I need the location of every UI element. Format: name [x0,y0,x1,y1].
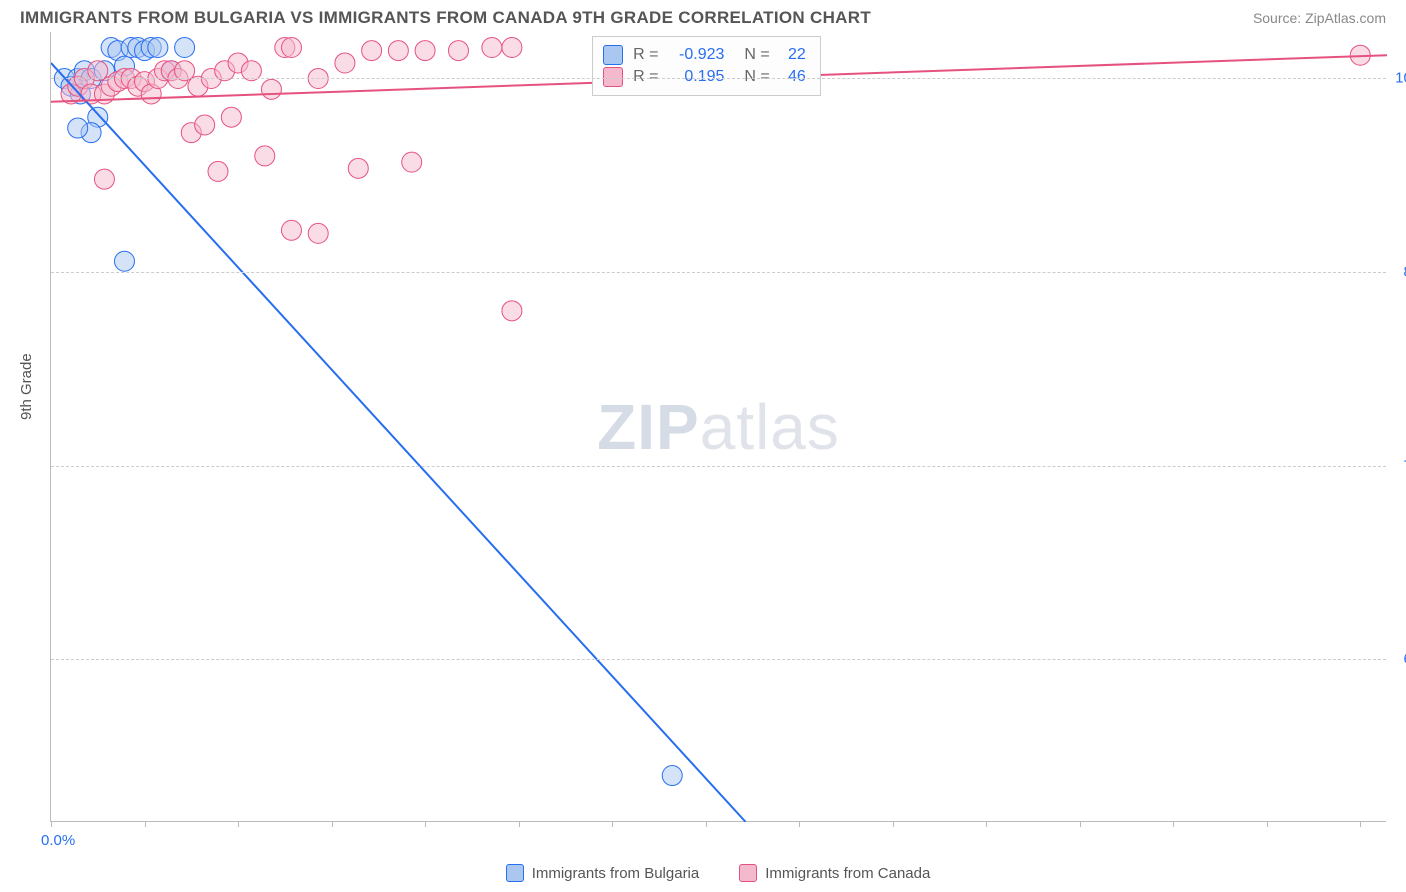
x-tick [1173,821,1174,827]
series-legend: Immigrants from Bulgaria Immigrants from… [50,864,1386,882]
legend-row: R = 0.195 N = 46 [603,67,806,87]
x-tick [1267,821,1268,827]
legend-label-bulgaria: Immigrants from Bulgaria [532,865,700,882]
x-tick [1360,821,1361,827]
x-axis-min-label: 0.0% [41,832,75,849]
x-tick [425,821,426,827]
x-tick [986,821,987,827]
legend-swatch-bulgaria [506,864,524,882]
legend-swatch-canada [739,864,757,882]
x-tick [519,821,520,827]
chart-plot-area: ZIPatlas R = -0.923 N = 22 R = 0.195 N =… [50,32,1386,822]
gridline [51,272,1386,273]
x-tick [238,821,239,827]
x-tick [145,821,146,827]
x-tick [51,821,52,827]
x-tick [612,821,613,827]
source-attribution: Source: ZipAtlas.com [1253,10,1386,26]
correlation-legend: R = -0.923 N = 22 R = 0.195 N = 46 [592,36,821,96]
scatter-svg [51,32,1387,822]
y-axis-label: 9th Grade [18,353,35,420]
x-tick [893,821,894,827]
legend-item-bulgaria: Immigrants from Bulgaria [506,864,700,882]
y-tick-label: 100.0% [1395,70,1406,87]
gridline [51,659,1386,660]
chart-title: IMMIGRANTS FROM BULGARIA VS IMMIGRANTS F… [20,8,871,28]
gridline [51,466,1386,467]
legend-item-canada: Immigrants from Canada [739,864,930,882]
legend-label-canada: Immigrants from Canada [765,865,930,882]
x-tick [706,821,707,827]
x-tick [1080,821,1081,827]
x-tick [332,821,333,827]
x-tick [799,821,800,827]
gridline [51,78,1386,79]
legend-row: R = -0.923 N = 22 [603,45,806,65]
